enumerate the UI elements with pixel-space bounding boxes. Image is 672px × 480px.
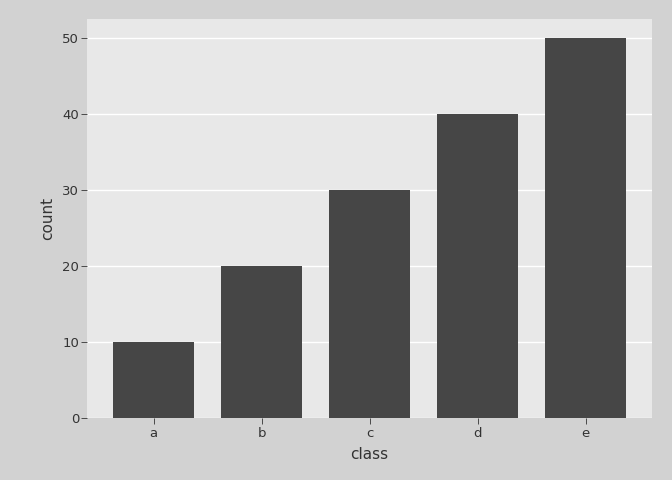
X-axis label: class: class (351, 447, 388, 462)
Bar (221, 266, 302, 418)
Bar (545, 38, 626, 418)
Bar (437, 114, 518, 418)
Y-axis label: count: count (40, 197, 55, 240)
Bar (113, 342, 194, 418)
Bar (329, 190, 410, 418)
